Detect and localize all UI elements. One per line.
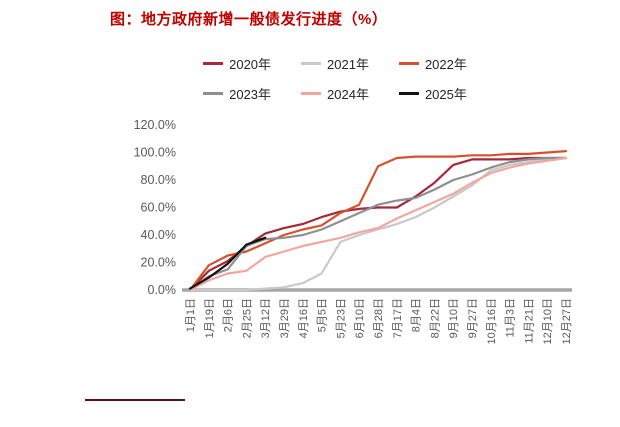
x-axis-tick-label: 6月28日 (373, 298, 385, 338)
x-axis-tick-label: 12月10日 (542, 298, 554, 344)
x-axis-tick-label: 2月6日 (223, 298, 235, 332)
x-axis-tick-label: 8月4日 (411, 298, 423, 332)
x-axis-tick-label: 1月1日 (185, 298, 197, 332)
legend-swatch-icon (398, 62, 419, 65)
x-axis-tick-label: 7月17日 (392, 298, 404, 338)
legend-swatch-icon (398, 92, 419, 95)
legend-item-2020年: 2020年 (203, 54, 271, 73)
legend-row: 2020年 2021年 2022年 (203, 54, 467, 73)
x-axis-tick-label: 9月10日 (448, 298, 460, 338)
y-axis-tick-label: 40.0% (141, 228, 176, 242)
legend-label: 2023年 (229, 87, 272, 102)
x-axis-tick-label: 11月3日 (505, 298, 517, 338)
y-axis-tick-label: 60.0% (141, 201, 176, 215)
x-axis-tick-label: 1月19日 (204, 298, 216, 338)
legend-row: 2023年 2024年 2025年 (203, 84, 467, 103)
x-axis-tick-label: 10月16日 (486, 298, 498, 344)
x-axis-tick-label: 11月21日 (523, 298, 535, 344)
y-axis-tick-label: 120.0% (134, 118, 176, 132)
chart-legend: 2020年 2021年 2022年 2023年 2024年 2025年 (25, 54, 620, 103)
y-axis-tick-label: 0.0% (148, 283, 177, 297)
x-axis-tick-label: 6月10日 (354, 298, 366, 338)
x-axis-tick-label: 3月29日 (279, 298, 291, 338)
x-axis-tick-label: 4月16日 (298, 298, 310, 338)
x-axis-tick-label: 2月25日 (241, 298, 253, 338)
series-line-2025年 (188, 236, 267, 290)
x-axis-tick-label: 5月23日 (335, 298, 347, 338)
legend-item-2022年: 2022年 (398, 54, 467, 73)
x-axis-tick-label: 12月27日 (561, 298, 573, 344)
legend-swatch-icon (301, 62, 322, 65)
y-axis-tick-label: 80.0% (141, 173, 176, 187)
x-axis-tick-label: 9月27日 (467, 298, 479, 338)
series-line-2022年 (188, 149, 568, 292)
x-axis-tick-label: 3月12日 (260, 298, 272, 338)
x-axis-tick-label: 5月5日 (317, 298, 329, 332)
legend-label: 2021年 (327, 57, 369, 72)
legend-label: 2020年 (229, 57, 272, 72)
y-axis-tick-label: 20.0% (141, 256, 176, 270)
legend-swatch-icon (203, 62, 224, 65)
legend-label: 2024年 (327, 87, 369, 102)
legend-swatch-icon (203, 92, 224, 95)
series-line-2023年 (188, 156, 568, 292)
series-line-2024年 (188, 156, 568, 292)
legend-label: 2025年 (424, 87, 467, 102)
legend-item-2023年: 2023年 (203, 84, 271, 103)
footer-divider (85, 399, 185, 401)
legend-swatch-icon (301, 92, 322, 95)
legend-label: 2022年 (424, 57, 467, 72)
legend-item-2024年: 2024年 (301, 84, 369, 103)
y-axis-tick-label: 100.0% (134, 146, 176, 160)
legend-item-2021年: 2021年 (301, 54, 369, 73)
legend-item-2025年: 2025年 (398, 84, 467, 103)
figure-title: 图：地方政府新增一般债发行进度（%） (110, 11, 388, 28)
x-axis-tick-label: 8月22日 (429, 298, 441, 338)
line-chart: 120.0% 100.0% 80.0% 60.0% 40.0% 20.0% 0.0% 1月1日… (134, 118, 573, 344)
series-line-2021年 (188, 156, 568, 292)
